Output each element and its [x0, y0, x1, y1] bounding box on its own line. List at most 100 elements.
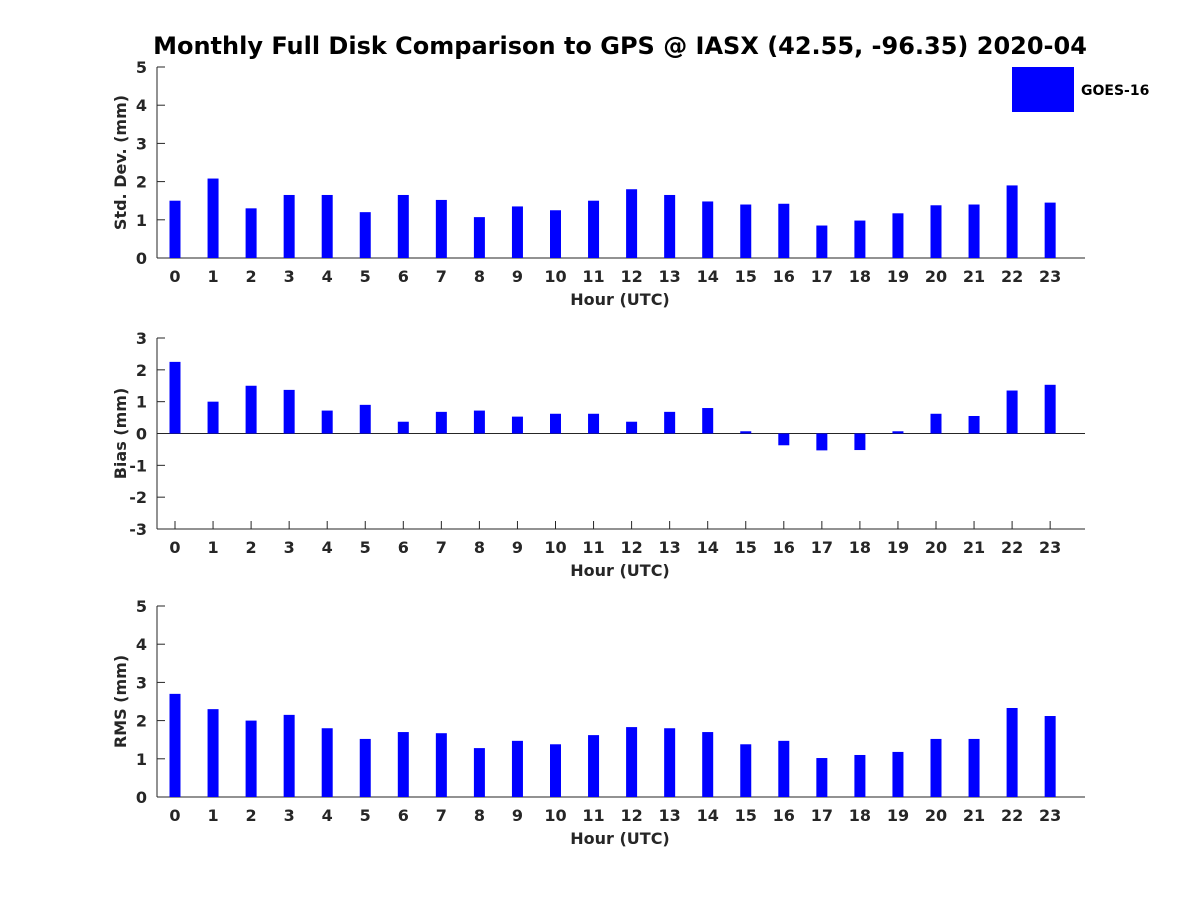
- std-dev-bar: [702, 201, 714, 258]
- std-dev-bar: [968, 204, 980, 258]
- rms-x-tick-label: 12: [620, 806, 642, 825]
- legend: GOES-16: [1012, 67, 1149, 112]
- std-dev-x-tick-label: 4: [322, 267, 333, 286]
- bias-x-tick-label: 19: [887, 538, 909, 557]
- std-dev-x-tick-label: 3: [284, 267, 295, 286]
- bias-x-tick-label: 18: [849, 538, 871, 557]
- bias-bar: [283, 389, 295, 434]
- bias-x-tick-label: 15: [735, 538, 757, 557]
- std-dev-bar: [588, 200, 600, 258]
- std-dev-bar: [664, 194, 676, 258]
- std-dev-x-tick-label: 5: [360, 267, 371, 286]
- std-dev-bar: [740, 204, 752, 258]
- rms-x-tick-label: 11: [582, 806, 604, 825]
- bias-y-tick-label: 3: [136, 329, 147, 348]
- std-dev-bar: [435, 199, 447, 258]
- rms-bar: [169, 693, 181, 797]
- rms-bar: [588, 735, 600, 797]
- std-dev-x-tick-label: 7: [436, 267, 447, 286]
- rms-bar: [626, 727, 638, 797]
- rms-bar: [473, 748, 485, 797]
- std-dev-bar: [816, 225, 828, 258]
- bias-bar: [1044, 384, 1056, 434]
- rms-x-tick-label: 1: [207, 806, 218, 825]
- rms-bar: [550, 744, 561, 797]
- rms-x-tick-label: 17: [811, 806, 833, 825]
- bias-x-tick-label: 17: [811, 538, 833, 557]
- std-dev-x-tick-label: 18: [849, 267, 871, 286]
- rms-x-tick-label: 23: [1039, 806, 1061, 825]
- std-dev-x-tick-label: 2: [246, 267, 257, 286]
- bias-bar: [550, 413, 561, 434]
- std-dev-x-tick-label: 19: [887, 267, 909, 286]
- rms-y-tick-label: 0: [136, 788, 147, 807]
- rms-x-tick-label: 22: [1001, 806, 1023, 825]
- bias-y-axis-label: Bias (mm): [111, 388, 130, 480]
- bias-bar: [740, 431, 752, 434]
- std-dev-x-tick-label: 12: [620, 267, 642, 286]
- bias-bar: [778, 433, 790, 446]
- bias-x-tick-label: 23: [1039, 538, 1061, 557]
- std-dev-x-tick-label: 20: [925, 267, 947, 286]
- std-dev-bar: [473, 217, 485, 258]
- bias-bar: [473, 410, 485, 434]
- bias-x-tick-label: 6: [398, 538, 409, 557]
- rms-x-tick-label: 21: [963, 806, 985, 825]
- chart-title: Monthly Full Disk Comparison to GPS @ IA…: [153, 32, 1087, 60]
- bias-x-tick-label: 7: [436, 538, 447, 557]
- rms-bar: [854, 754, 866, 797]
- rms-bar: [435, 733, 447, 797]
- rms-bar: [321, 728, 333, 797]
- std-dev-x-tick-label: 6: [398, 267, 409, 286]
- rms-bar: [207, 709, 219, 797]
- rms-x-tick-label: 0: [169, 806, 180, 825]
- bias-bar: [588, 413, 600, 434]
- std-dev-bar: [359, 212, 371, 258]
- rms-x-tick-label: 4: [322, 806, 333, 825]
- rms-x-tick-label: 8: [474, 806, 485, 825]
- bias-x-tick-label: 10: [544, 538, 566, 557]
- rms-bar: [245, 720, 257, 797]
- std-dev-x-tick-label: 21: [963, 267, 985, 286]
- std-dev-bar: [169, 200, 181, 258]
- bias-x-tick-label: 20: [925, 538, 947, 557]
- rms-x-tick-label: 16: [773, 806, 795, 825]
- std-dev-x-tick-label: 10: [544, 267, 566, 286]
- bias-bar: [930, 413, 942, 434]
- bias-x-tick-label: 5: [360, 538, 371, 557]
- legend-label: GOES-16: [1081, 83, 1149, 99]
- rms-x-tick-label: 5: [360, 806, 371, 825]
- bias-x-tick-label: 8: [474, 538, 485, 557]
- std-dev-x-tick-label: 0: [169, 267, 180, 286]
- std-dev-bar: [778, 203, 790, 258]
- std-dev-y-tick-label: 2: [136, 173, 147, 192]
- rms-y-axis-label: RMS (mm): [111, 655, 130, 748]
- std-dev-bar: [511, 206, 523, 258]
- bias-x-tick-label: 21: [963, 538, 985, 557]
- bias-x-tick-label: 12: [620, 538, 642, 557]
- bias-x-tick-label: 2: [246, 538, 257, 557]
- rms-y-tick-label: 5: [136, 597, 147, 616]
- std-dev-x-tick-label: 1: [207, 267, 218, 286]
- std-dev-x-tick-label: 23: [1039, 267, 1061, 286]
- std-dev-bar: [930, 205, 942, 258]
- std-dev-x-tick-label: 13: [659, 267, 681, 286]
- std-dev-x-tick-label: 17: [811, 267, 833, 286]
- bias-bar: [892, 431, 904, 434]
- rms-x-tick-label: 18: [849, 806, 871, 825]
- rms-y-tick-label: 1: [136, 750, 147, 769]
- rms-bar: [968, 738, 980, 797]
- std-dev-x-tick-label: 16: [773, 267, 795, 286]
- std-dev-x-tick-label: 9: [512, 267, 523, 286]
- rms-bar: [816, 758, 828, 797]
- rms-bar: [511, 740, 523, 797]
- bias-y-tick-label: 1: [136, 393, 147, 412]
- std-dev-bar: [626, 189, 638, 258]
- rms-x-tick-label: 14: [697, 806, 719, 825]
- bias-bar: [511, 416, 523, 434]
- std-dev-bar: [1044, 202, 1056, 258]
